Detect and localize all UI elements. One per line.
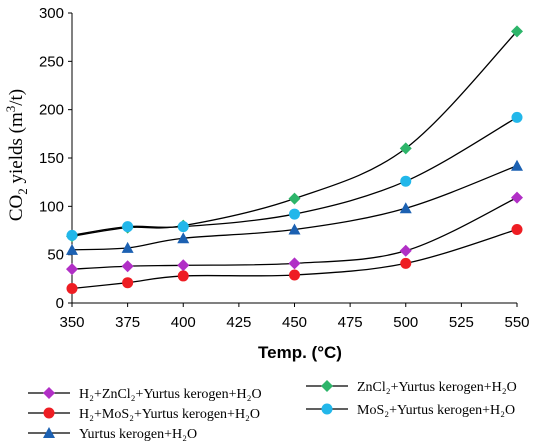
data-point: [400, 257, 412, 269]
y-axis-label: CO2 yields (m3/t): [3, 89, 30, 221]
legend-marker: [43, 407, 55, 419]
data-point: [177, 221, 189, 233]
legend-label: ZnCl₂+Yurtus kerogen+H₂O: [357, 380, 517, 395]
legend-marker: [321, 403, 333, 415]
y-tick-label: 0: [56, 295, 64, 312]
data-point: [400, 175, 412, 187]
data-point: [399, 142, 412, 155]
data-point: [511, 224, 523, 236]
legend-marker: [43, 387, 55, 399]
data-point: [511, 191, 523, 204]
data-point: [288, 257, 301, 270]
x-tick-label: 425: [226, 314, 251, 331]
data-point: [399, 244, 412, 257]
data-point: [121, 260, 134, 273]
data-point: [288, 192, 301, 205]
x-tick-label: 500: [393, 314, 418, 331]
data-point: [177, 232, 190, 244]
data-point: [511, 159, 523, 171]
series-markers: [66, 25, 523, 294]
data-point: [121, 241, 134, 253]
x-tick-label: 375: [115, 314, 140, 331]
data-point: [177, 270, 189, 282]
x-ticks: 350 375 400 425 450 475 500 525 550: [59, 303, 530, 331]
x-tick-label: 450: [282, 314, 307, 331]
series-line-2: [71, 165, 518, 251]
y-tick-label: 300: [39, 5, 64, 22]
y-ticks: 0 50 100 150 200 250 300: [39, 5, 72, 312]
y-tick-label: 200: [39, 102, 64, 119]
data-point: [511, 25, 523, 38]
legend-label: H₂+ZnCl₂+Yurtus kerogen+H₂O: [79, 387, 262, 402]
legend-label: H₂+MoS₂+Yurtus kerogen+H₂O: [79, 407, 260, 422]
data-point: [511, 111, 523, 123]
data-point: [288, 223, 301, 235]
y-tick-label: 250: [39, 53, 64, 70]
x-tick-label: 550: [504, 314, 529, 331]
data-point: [66, 229, 78, 241]
data-point: [66, 243, 78, 255]
x-tick-label: 350: [59, 314, 84, 331]
data-point: [177, 259, 190, 272]
y-tick-label: 100: [39, 198, 64, 215]
legend-label: Yurtus kerogen+H₂O: [79, 427, 197, 442]
legend: H₂+ZnCl₂+Yurtus kerogen+H₂O H₂+MoS₂+Yurtu…: [28, 380, 517, 442]
series-lines: [71, 30, 518, 290]
x-tick-label: 475: [338, 314, 363, 331]
data-point: [122, 277, 134, 289]
data-point: [66, 283, 78, 294]
data-point: [399, 202, 412, 214]
legend-marker: [43, 427, 55, 438]
y-tick-label: 50: [47, 247, 64, 264]
data-point: [289, 269, 300, 281]
legend-label: MoS₂+Yurtus kerogen+H₂O: [357, 403, 515, 418]
x-tick-label: 525: [449, 314, 474, 331]
y-tick-label: 150: [39, 150, 64, 167]
data-point: [122, 221, 134, 233]
data-point: [289, 208, 300, 220]
legend-marker: [321, 380, 333, 392]
data-point: [66, 263, 78, 276]
x-axis-label: Temp. (°C): [258, 343, 342, 362]
series-line-3: [71, 30, 518, 237]
x-tick-label: 400: [171, 314, 196, 331]
